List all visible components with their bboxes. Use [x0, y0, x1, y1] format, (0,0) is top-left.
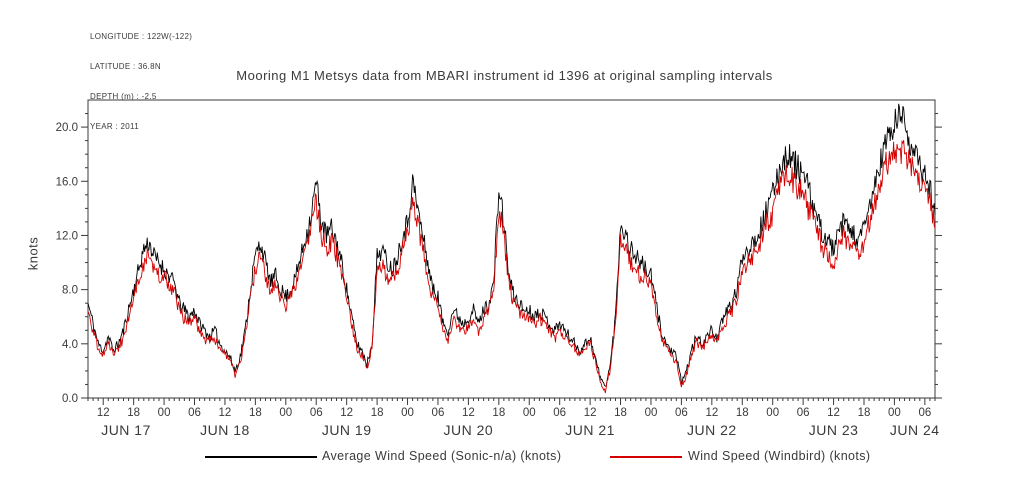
header-year: YEAR : 2011 — [90, 122, 139, 131]
svg-text:12.0: 12.0 — [56, 230, 78, 242]
svg-text:12: 12 — [827, 407, 840, 419]
svg-text:06: 06 — [918, 407, 931, 419]
svg-text:4.0: 4.0 — [62, 339, 78, 351]
svg-text:JUN 21: JUN 21 — [565, 422, 615, 438]
svg-text:18: 18 — [858, 407, 871, 419]
svg-text:0.0: 0.0 — [62, 393, 78, 405]
svg-text:18: 18 — [371, 407, 384, 419]
svg-text:18: 18 — [127, 407, 140, 419]
svg-text:06: 06 — [188, 407, 201, 419]
svg-text:12: 12 — [462, 407, 475, 419]
svg-text:JUN 20: JUN 20 — [444, 422, 494, 438]
svg-text:JUN 23: JUN 23 — [809, 422, 859, 438]
y-axis-label: knots — [25, 236, 41, 271]
svg-text:00: 00 — [888, 407, 901, 419]
svg-text:8.0: 8.0 — [62, 285, 78, 297]
svg-text:16.0: 16.0 — [56, 176, 78, 188]
header-info: LONGITUDE : 122W(-122) LATITUDE : 36.8N … — [90, 12, 192, 152]
svg-text:00: 00 — [766, 407, 779, 419]
svg-text:12: 12 — [219, 407, 232, 419]
svg-text:00: 00 — [279, 407, 292, 419]
svg-text:12: 12 — [340, 407, 353, 419]
svg-text:06: 06 — [675, 407, 688, 419]
svg-text:00: 00 — [158, 407, 171, 419]
chart-title: Mooring M1 Metsys data from MBARI instru… — [236, 68, 773, 83]
svg-text:JUN 22: JUN 22 — [687, 422, 737, 438]
header-latitude: LATITUDE : 36.8N — [90, 62, 161, 71]
header-depth: DEPTH (m) : -2.5 — [90, 92, 157, 101]
svg-text:18: 18 — [492, 407, 505, 419]
svg-text:12: 12 — [584, 407, 597, 419]
svg-text:18: 18 — [249, 407, 262, 419]
svg-text:06: 06 — [553, 407, 566, 419]
svg-text:00: 00 — [645, 407, 658, 419]
svg-text:18: 18 — [614, 407, 627, 419]
svg-text:JUN 24: JUN 24 — [890, 422, 940, 438]
svg-text:00: 00 — [401, 407, 414, 419]
svg-text:JUN 17: JUN 17 — [101, 422, 151, 438]
svg-text:JUN 18: JUN 18 — [200, 422, 250, 438]
svg-text:18: 18 — [736, 407, 749, 419]
svg-text:06: 06 — [432, 407, 445, 419]
svg-text:JUN 19: JUN 19 — [322, 422, 372, 438]
svg-text:00: 00 — [523, 407, 536, 419]
svg-text:20.0: 20.0 — [56, 122, 78, 134]
svg-text:06: 06 — [310, 407, 323, 419]
svg-text:06: 06 — [797, 407, 810, 419]
header-longitude: LONGITUDE : 122W(-122) — [90, 32, 193, 41]
svg-text:12: 12 — [705, 407, 718, 419]
svg-text:12: 12 — [97, 407, 110, 419]
